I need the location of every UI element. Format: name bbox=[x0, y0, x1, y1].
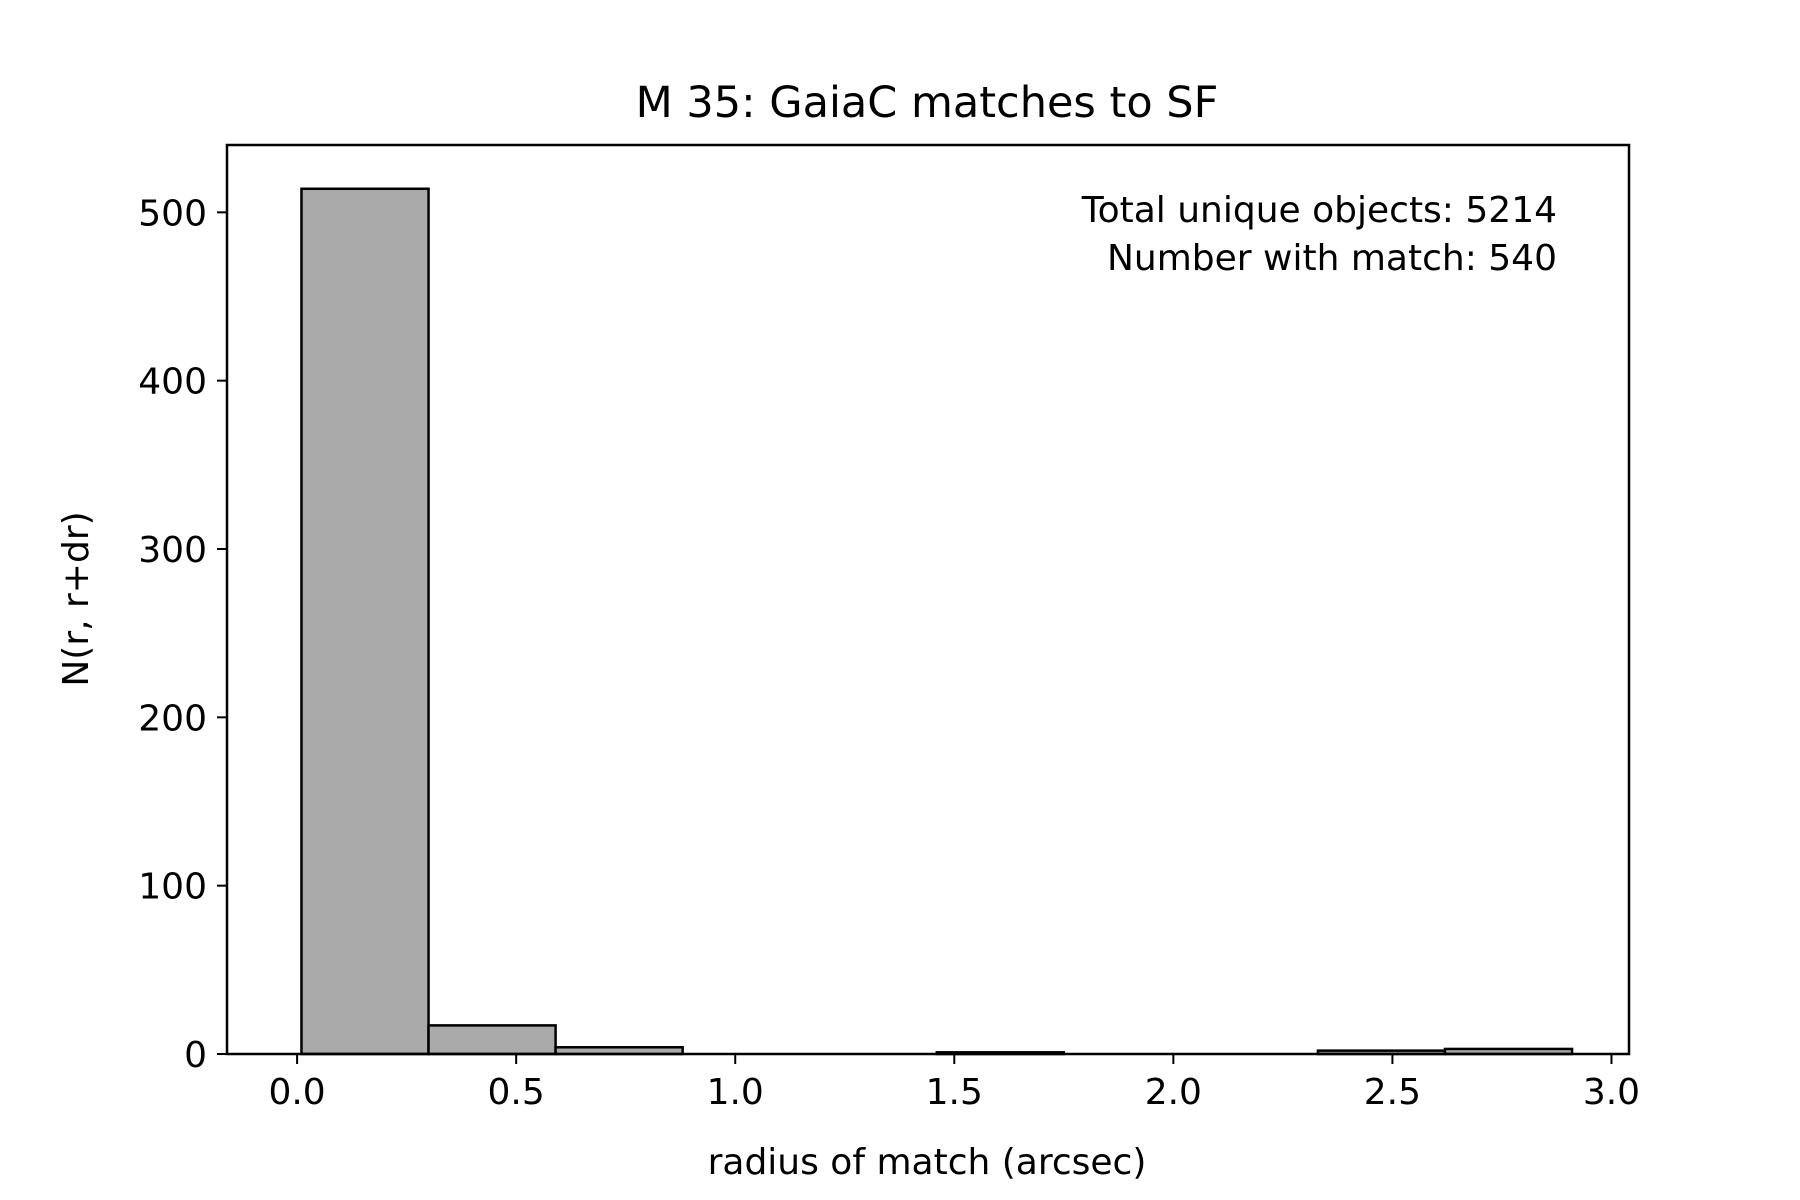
total-objects-annotation: Total unique objects: 5214 bbox=[1081, 190, 1557, 231]
x-tick-label-6: 3.0 bbox=[1583, 1072, 1640, 1113]
x-tick-label-5: 2.5 bbox=[1364, 1072, 1421, 1113]
x-axis-label: radius of match (arcsec) bbox=[708, 1142, 1147, 1183]
x-tick-label-4: 2.0 bbox=[1145, 1072, 1202, 1113]
x-axis: 0.0 0.5 1.0 1.5 2.0 2.5 3.0 bbox=[268, 1054, 1640, 1113]
histogram-bars bbox=[300, 187, 1574, 1056]
x-tick-label-1: 0.5 bbox=[488, 1072, 545, 1113]
y-tick-label-2: 200 bbox=[138, 698, 207, 739]
plot-frame bbox=[225, 143, 1631, 1056]
histogram-bar-0 bbox=[300, 187, 430, 1056]
y-axis: 0 100 200 300 400 500 bbox=[138, 193, 227, 1076]
x-tick-label-3: 1.5 bbox=[926, 1072, 983, 1113]
matches-annotation: Number with match: 540 bbox=[1107, 238, 1557, 279]
y-tick-label-5: 500 bbox=[138, 193, 207, 234]
x-tick-label-0: 0.0 bbox=[268, 1072, 325, 1113]
x-tick-label-2: 1.0 bbox=[707, 1072, 764, 1113]
y-axis-label: N(r, r+dr) bbox=[56, 511, 97, 686]
histogram-bar-1 bbox=[427, 1024, 557, 1056]
y-tick-label-1: 100 bbox=[138, 867, 207, 908]
y-tick-label-4: 400 bbox=[138, 362, 207, 403]
chart-title: M 35: GaiaC matches to SF bbox=[636, 78, 1219, 128]
y-tick-label-0: 0 bbox=[184, 1035, 207, 1076]
y-tick-label-3: 300 bbox=[138, 530, 207, 571]
